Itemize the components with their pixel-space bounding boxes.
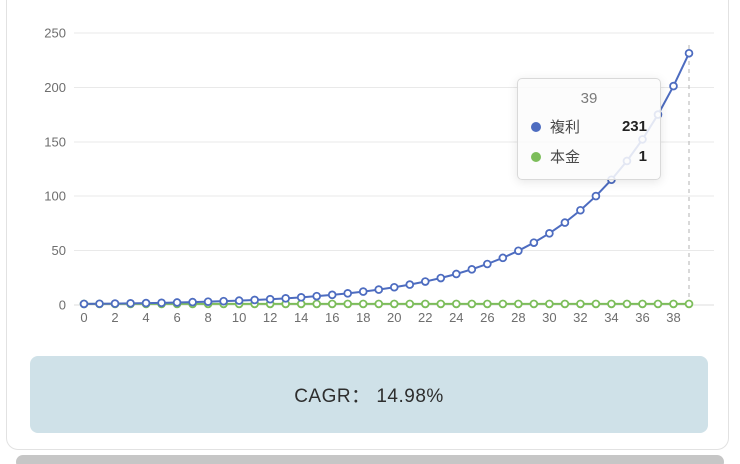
svg-text:32: 32: [573, 310, 587, 325]
svg-text:250: 250: [44, 26, 66, 41]
svg-text:150: 150: [44, 134, 66, 149]
svg-text:20: 20: [387, 310, 401, 325]
svg-text:16: 16: [325, 310, 339, 325]
tooltip-row: 複利 231: [531, 116, 647, 137]
principal-series-label: 本金: [550, 149, 581, 166]
svg-text:200: 200: [44, 80, 66, 95]
svg-text:36: 36: [635, 310, 649, 325]
svg-text:0: 0: [80, 310, 87, 325]
svg-text:50: 50: [52, 243, 66, 258]
principal-series-value: 1: [638, 148, 647, 165]
svg-text:12: 12: [263, 310, 277, 325]
svg-text:30: 30: [542, 310, 556, 325]
svg-text:24: 24: [449, 310, 463, 325]
principal-series-marker-icon: [531, 151, 541, 162]
svg-text:6: 6: [173, 310, 180, 325]
chart-tooltip: 39 複利 231 本金 1: [517, 78, 661, 180]
cagr-text: CAGR： 14.98%: [294, 386, 444, 407]
cagr-result-box: CAGR： 14.98%: [30, 356, 708, 433]
svg-text:34: 34: [604, 310, 618, 325]
svg-text:4: 4: [142, 310, 149, 325]
svg-text:2: 2: [111, 310, 118, 325]
compound-series-value: 231: [621, 118, 647, 135]
svg-text:38: 38: [666, 310, 680, 325]
svg-text:8: 8: [204, 310, 211, 325]
bottom-element-edge: [16, 455, 724, 464]
growth-chart[interactable]: 0 50 100 150 200 250 0 2 4 6 8 10 12 14 16 18 20 22 24 26 28…: [0, 0, 740, 345]
svg-text:100: 100: [44, 189, 66, 204]
svg-text:0: 0: [59, 298, 66, 313]
svg-text:28: 28: [511, 310, 525, 325]
svg-text:14: 14: [294, 310, 308, 325]
svg-text:10: 10: [232, 310, 246, 325]
svg-text:18: 18: [356, 310, 370, 325]
svg-text:22: 22: [418, 310, 432, 325]
svg-text:26: 26: [480, 310, 494, 325]
tooltip-title: 39: [580, 90, 598, 107]
compound-series-label: 複利: [550, 119, 581, 136]
compound-series-marker-icon: [531, 121, 541, 132]
tooltip-row: 本金 1: [531, 146, 647, 167]
